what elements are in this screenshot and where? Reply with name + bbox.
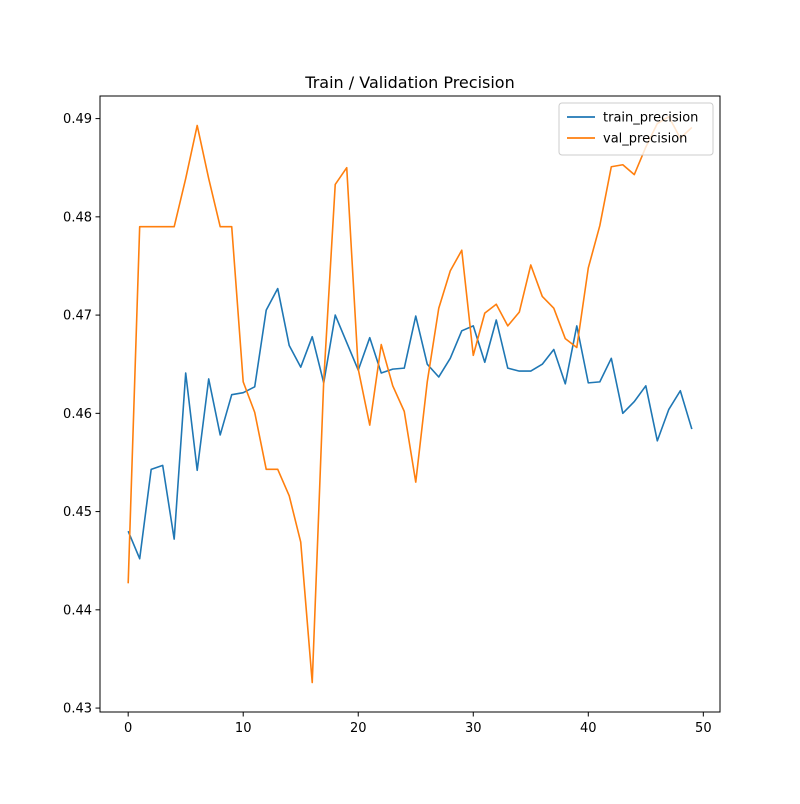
x-tick-label: 30 [465,721,482,736]
y-tick-label: 0.47 [63,309,92,324]
x-tick-label: 20 [350,721,367,736]
chart-title: Train / Validation Precision [304,73,514,92]
legend: train_precision val_precision [559,103,713,155]
legend-label-train_precision: train_precision [603,111,698,126]
x-tick-label: 0 [124,721,132,736]
y-tick-label: 0.43 [63,702,92,717]
series-line-train_precision [128,289,692,559]
x-tick-label: 50 [695,721,712,736]
y-tick-label: 0.49 [63,112,92,127]
plot-frame [100,96,720,712]
y-tick-label: 0.48 [63,210,92,225]
y-tick-label: 0.44 [63,603,92,618]
legend-label-val_precision: val_precision [603,132,687,147]
x-tick-label: 40 [580,721,597,736]
x-axis: 0 10 20 30 40 50 [124,712,712,736]
y-axis: 0.43 0.44 0.45 0.46 0.47 0.48 0.49 [63,112,100,716]
y-tick-label: 0.46 [63,407,92,422]
x-tick-label: 10 [235,721,252,736]
y-tick-label: 0.45 [63,505,92,520]
series-layer [128,117,692,683]
